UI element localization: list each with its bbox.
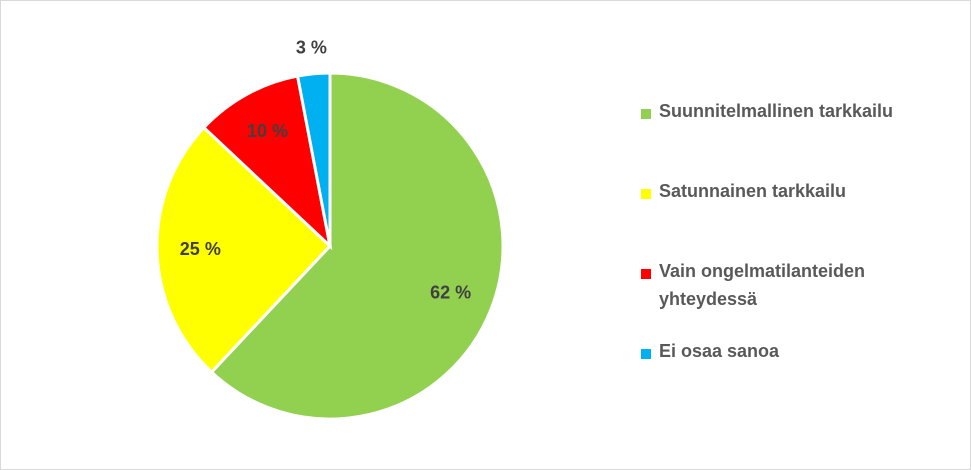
pie-slice — [201, 74, 333, 251]
legend-item: Vain ongelmatilanteiden yhteydessä — [641, 261, 941, 313]
legend-item: Suunnitelmallinen tarkkailu — [641, 101, 941, 125]
legend-item: Satunnainen tarkkailu — [641, 181, 941, 205]
legend-label: Suunnitelmallinen tarkkailu — [659, 101, 894, 121]
legend-label: Vain ongelmatilanteiden yhteydessä — [659, 261, 866, 309]
legend-item: Ei osaa sanoa — [641, 341, 941, 365]
pie-slice — [295, 71, 332, 247]
legend-swatch — [641, 349, 651, 359]
legend-swatch — [641, 269, 651, 279]
data-label: 3 % — [296, 38, 327, 58]
legend-label: Satunnainen tarkkailu — [659, 181, 847, 201]
data-label: 10 % — [247, 121, 288, 141]
legend-label: Ei osaa sanoa — [659, 341, 780, 361]
legend-swatch — [641, 109, 651, 119]
data-label: 62 % — [430, 283, 471, 303]
pie-slice — [155, 125, 333, 375]
legend-swatch — [641, 189, 651, 199]
data-label: 25 % — [180, 239, 221, 259]
pie-slice — [209, 71, 505, 421]
